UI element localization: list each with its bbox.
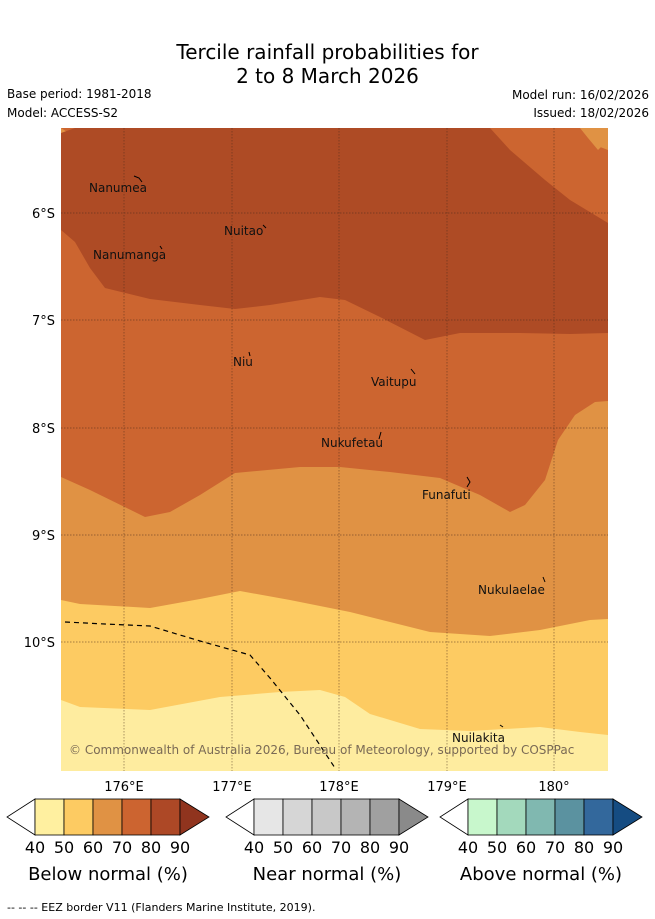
lon-label-177e: 177°E	[212, 780, 252, 795]
graticule	[61, 128, 608, 771]
cb1-tick-60: 60	[302, 838, 322, 857]
map-title-line1: Tercile rainfall probabilities for	[176, 40, 479, 64]
cb0-title: Below normal (%)	[28, 864, 188, 885]
issued-date: Issued: 18/02/2026	[533, 106, 649, 120]
cb1-tick-50: 50	[273, 838, 293, 857]
place-nanumanga: Nanumanga	[93, 248, 166, 262]
lat-label-10s: 10°S	[24, 636, 55, 651]
lat-label-8s: 8°S	[32, 422, 55, 437]
colorbar-above-normal: 40 50 60 70 80 90 Above normal (%)	[439, 798, 643, 885]
cb0-segment-6	[179, 798, 210, 836]
cb1-tick-40: 40	[244, 838, 264, 857]
cb2-segment-3	[525, 798, 556, 836]
cb0-tick-40: 40	[25, 838, 45, 857]
cb1-segment-0	[225, 798, 255, 836]
cb2-tick-40: 40	[458, 838, 478, 857]
cb0-tick-70: 70	[112, 838, 132, 857]
cb1-segment-2	[282, 798, 313, 836]
colorbar-near-normal: 40 50 60 70 80 90 Near normal (%)	[225, 798, 429, 885]
model-name: Model: ACCESS-S2	[7, 106, 119, 120]
cb2-segment-2	[496, 798, 527, 836]
cb0-tick-90: 90	[170, 838, 190, 857]
cb1-segment-3	[311, 798, 342, 836]
place-nanumea: Nanumea	[89, 181, 147, 195]
place-niu: Niu	[233, 355, 253, 369]
cb2-tick-70: 70	[545, 838, 565, 857]
cb1-segment-5	[369, 798, 400, 836]
lon-label-180: 180°	[538, 780, 569, 795]
place-labels: Nanumea Nuitao Nanumanga Niu Vaitupu Nuk…	[89, 181, 545, 745]
cb2-segment-5	[583, 798, 614, 836]
lon-label-176e: 176°E	[104, 780, 144, 795]
cb1-segment-1	[253, 798, 284, 836]
cb2-title: Above normal (%)	[460, 864, 622, 885]
brown-dark-region	[61, 128, 608, 340]
longitude-labels: 176°E 177°E 178°E 179°E 180°	[104, 780, 569, 795]
lon-label-179e: 179°E	[427, 780, 467, 795]
cb2-segment-0	[439, 798, 469, 836]
cb0-segment-2	[63, 798, 94, 836]
cb0-segment-4	[121, 798, 152, 836]
cb2-tick-60: 60	[516, 838, 536, 857]
cb2-tick-80: 80	[574, 838, 594, 857]
lon-label-178e: 178°E	[319, 780, 359, 795]
cb0-segment-1	[34, 798, 65, 836]
cb0-tick-60: 60	[83, 838, 103, 857]
orange-ne-patch	[580, 128, 608, 150]
cb0-tick-80: 80	[141, 838, 161, 857]
copyright-credit: © Commonwealth of Australia 2026, Bureau…	[69, 743, 574, 757]
model-run: Model run: 16/02/2026	[511, 88, 649, 102]
base-period: Base period: 1981-2018	[7, 87, 152, 101]
colorbar-below-normal: 40 50 60 70 80 90 Below normal (%)	[6, 798, 210, 885]
cb1-title: Near normal (%)	[253, 864, 402, 885]
cb0-segment-3	[92, 798, 123, 836]
lat-label-7s: 7°S	[32, 314, 55, 329]
cb0-segment-0	[6, 798, 36, 836]
place-nuitao: Nuitao	[224, 224, 263, 238]
lat-label-6s: 6°S	[32, 207, 55, 222]
island-marks	[133, 175, 546, 728]
place-nukufetau: Nukufetau	[321, 436, 383, 450]
cb0-segment-5	[150, 798, 181, 836]
place-nuilakita: Nuilakita	[452, 731, 505, 745]
cb2-tick-50: 50	[487, 838, 507, 857]
map-title-line2: 2 to 8 March 2026	[236, 64, 419, 88]
eez-border-line	[64, 621, 336, 769]
eez-footnote: -- -- -- EEZ border V11 (Flanders Marine…	[7, 901, 315, 914]
cb1-tick-70: 70	[331, 838, 351, 857]
cb2-tick-90: 90	[603, 838, 623, 857]
place-vaitupu: Vaitupu	[371, 375, 417, 389]
cb1-segment-6	[398, 798, 429, 836]
cb2-segment-1	[467, 798, 498, 836]
cb1-segment-4	[340, 798, 371, 836]
map-area	[61, 128, 608, 771]
latitude-labels: 6°S 7°S 8°S 9°S 10°S	[24, 207, 55, 651]
lat-label-9s: 9°S	[32, 529, 55, 544]
cb0-tick-50: 50	[54, 838, 74, 857]
cb1-tick-80: 80	[360, 838, 380, 857]
cb2-segment-4	[554, 798, 585, 836]
place-funafuti: Funafuti	[422, 488, 471, 502]
cb1-tick-90: 90	[389, 838, 409, 857]
cb2-segment-6	[612, 798, 643, 836]
place-nukulaelae: Nukulaelae	[478, 583, 545, 597]
